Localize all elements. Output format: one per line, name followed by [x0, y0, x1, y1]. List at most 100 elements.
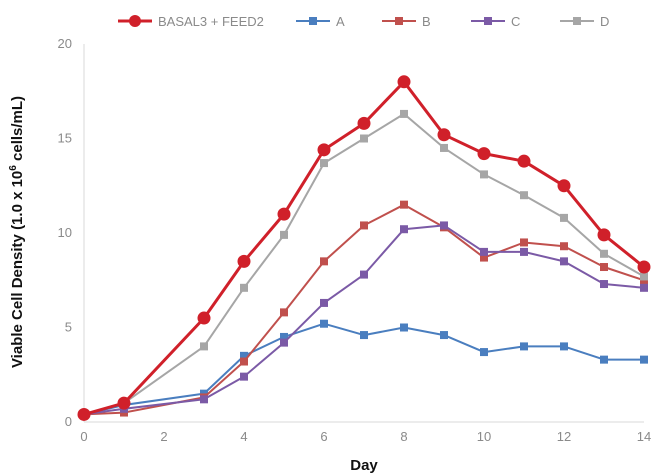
- y-axis-ticks: 0 5 10 15 20: [58, 36, 72, 429]
- x-axis-ticks: 0 2 4 6 8 10 12 14: [80, 429, 651, 444]
- legend-label: BASAL3 + FEED2: [158, 14, 264, 29]
- data-point: [77, 407, 91, 421]
- data-point: [240, 351, 248, 360]
- data-point: [400, 109, 408, 118]
- data-point: [480, 348, 488, 357]
- legend-label: C: [511, 14, 520, 29]
- data-point: [240, 372, 248, 381]
- data-point: [400, 200, 408, 209]
- data-point: [117, 396, 131, 410]
- data-point: [560, 342, 568, 351]
- legend-marker: [309, 17, 317, 25]
- data-point: [437, 128, 451, 142]
- legend-item: B: [382, 14, 431, 29]
- series-2: [80, 200, 648, 419]
- y-tick-label: 5: [65, 320, 72, 335]
- data-point: [320, 257, 328, 266]
- y-tick-label: 10: [58, 225, 72, 240]
- y-axis-title: Viable Cell Density (1.0 x 106 cells/mL): [8, 96, 26, 368]
- series-3: [80, 221, 648, 419]
- data-point: [280, 338, 288, 347]
- data-point: [480, 247, 488, 256]
- data-point: [560, 257, 568, 266]
- data-point: [520, 247, 528, 256]
- y-tick-label: 20: [58, 36, 72, 51]
- data-point: [237, 254, 251, 268]
- data-point: [560, 242, 568, 251]
- x-tick-label: 2: [160, 429, 167, 444]
- x-axis-title: Day: [350, 457, 378, 474]
- data-point: [640, 272, 648, 281]
- data-point: [320, 298, 328, 307]
- data-point: [277, 207, 291, 221]
- data-point: [400, 225, 408, 234]
- legend: BASAL3 + FEED2 A B C D: [118, 14, 609, 29]
- data-point: [440, 331, 448, 340]
- data-point: [520, 238, 528, 247]
- data-point: [320, 319, 328, 328]
- legend-item: A: [296, 14, 345, 29]
- data-point: [640, 283, 648, 292]
- legend-label: D: [600, 14, 609, 29]
- y-axis-title-superscript: 6: [8, 165, 19, 171]
- data-point: [360, 270, 368, 279]
- data-point: [520, 191, 528, 200]
- data-point: [520, 342, 528, 351]
- data-point: [200, 342, 208, 351]
- data-point: [560, 213, 568, 222]
- data-point: [600, 263, 608, 272]
- data-point: [357, 116, 371, 130]
- y-axis-title-main: Viable Cell Density (1.0 x 10: [9, 171, 26, 368]
- series-line: [83, 112, 645, 416]
- x-tick-label: 8: [400, 429, 407, 444]
- data-point: [600, 280, 608, 289]
- legend-item: BASAL3 + FEED2: [118, 14, 264, 29]
- legend-label: A: [336, 14, 345, 29]
- data-point: [200, 395, 208, 404]
- data-point: [197, 311, 211, 325]
- data-point: [477, 147, 491, 161]
- legend-marker: [395, 17, 403, 25]
- data-point: [600, 249, 608, 258]
- data-point: [557, 179, 571, 193]
- series-layer: [77, 75, 651, 421]
- data-point: [360, 331, 368, 340]
- data-point: [397, 75, 411, 89]
- series-0: [77, 75, 651, 421]
- data-point: [280, 308, 288, 317]
- data-point: [480, 170, 488, 179]
- x-tick-label: 0: [80, 429, 87, 444]
- data-point: [637, 260, 651, 274]
- series-line: [83, 203, 645, 416]
- x-tick-label: 12: [557, 429, 571, 444]
- data-point: [440, 143, 448, 152]
- data-point: [597, 228, 611, 242]
- data-point: [640, 355, 648, 364]
- legend-marker: [484, 17, 492, 25]
- data-point: [517, 154, 531, 168]
- data-point: [360, 134, 368, 143]
- data-point: [240, 357, 248, 366]
- x-tick-label: 6: [320, 429, 327, 444]
- legend-item: D: [560, 14, 609, 29]
- data-point: [480, 253, 488, 262]
- data-point: [317, 143, 331, 157]
- data-point: [600, 355, 608, 364]
- y-tick-label: 0: [65, 414, 72, 429]
- data-point: [280, 332, 288, 341]
- x-tick-label: 4: [240, 429, 247, 444]
- y-axis-title-tail: cells/mL): [9, 96, 26, 165]
- data-point: [440, 221, 448, 230]
- x-tick-label: 10: [477, 429, 491, 444]
- legend-item: C: [471, 14, 520, 29]
- legend-label: B: [422, 14, 431, 29]
- legend-marker: [573, 17, 581, 25]
- data-point: [280, 230, 288, 239]
- legend-marker: [129, 15, 141, 27]
- x-tick-label: 14: [637, 429, 651, 444]
- data-point: [360, 221, 368, 230]
- y-tick-label: 15: [58, 131, 72, 146]
- series-line: [83, 322, 644, 416]
- series-line: [83, 80, 645, 416]
